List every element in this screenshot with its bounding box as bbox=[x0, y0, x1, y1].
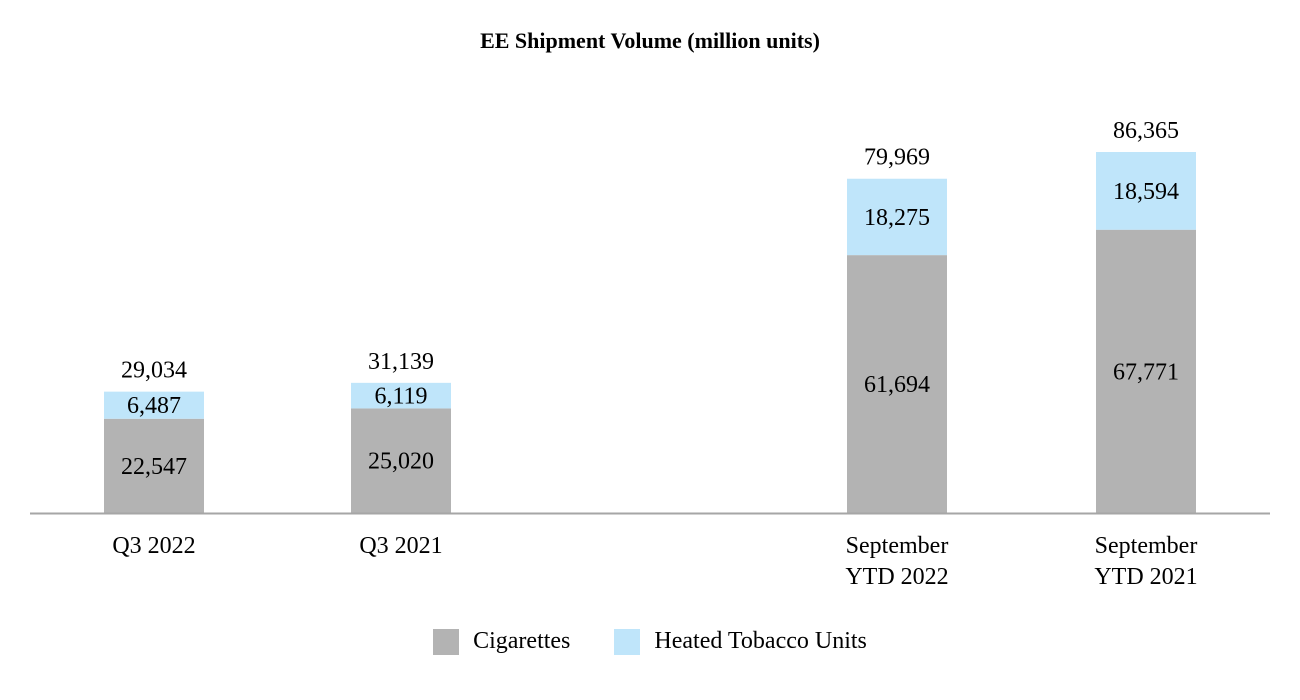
bar-cigarettes-q3-2021 bbox=[351, 408, 451, 513]
x-tick-label-september-ytd-2022-line-1: September bbox=[846, 533, 949, 559]
data-label-heated-tobacco-units-september-ytd-2021: 18,594 bbox=[1113, 179, 1179, 205]
legend-item-heated-tobacco-units: Heated Tobacco Units bbox=[614, 628, 867, 655]
total-label-september-ytd-2022: 79,969 bbox=[864, 145, 930, 171]
total-label-september-ytd-2021: 86,365 bbox=[1113, 118, 1179, 144]
total-label-q3-2021: 31,139 bbox=[368, 349, 434, 375]
chart-title: EE Shipment Volume (million units) bbox=[480, 28, 820, 53]
data-label-cigarettes-september-ytd-2021: 67,771 bbox=[1113, 359, 1179, 385]
bar-heated-tobacco-units-september-ytd-2021 bbox=[1096, 152, 1196, 230]
data-label-cigarettes-q3-2022: 22,547 bbox=[121, 454, 187, 480]
data-label-heated-tobacco-units-q3-2022: 6,487 bbox=[127, 393, 181, 419]
legend-label-heated-tobacco-units: Heated Tobacco Units bbox=[654, 628, 867, 654]
x-tick-label-september-ytd-2022-line-2: YTD 2022 bbox=[845, 564, 948, 590]
bar-cigarettes-september-ytd-2021 bbox=[1096, 229, 1196, 514]
data-label-heated-tobacco-units-september-ytd-2022: 18,275 bbox=[864, 205, 930, 231]
bar-heated-tobacco-units-q3-2021 bbox=[351, 382, 451, 409]
legend-item-cigarettes: Cigarettes bbox=[433, 628, 570, 655]
legend-swatch-cigarettes bbox=[433, 628, 460, 655]
data-label-heated-tobacco-units-q3-2021: 6,119 bbox=[374, 384, 427, 410]
data-label-cigarettes-september-ytd-2022: 61,694 bbox=[864, 372, 930, 398]
bar-cigarettes-september-ytd-2022 bbox=[847, 255, 947, 513]
bar-cigarettes-q3-2022 bbox=[104, 418, 204, 513]
x-tick-label-september-ytd-2021-line-1: September bbox=[1095, 533, 1198, 559]
x-tick-label-q3-2021: Q3 2021 bbox=[359, 533, 442, 559]
bar-heated-tobacco-units-q3-2022 bbox=[104, 391, 204, 419]
total-label-q3-2022: 29,034 bbox=[121, 358, 187, 384]
legend: Cigarettes Heated Tobacco Units bbox=[0, 628, 1300, 655]
x-tick-label-september-ytd-2021-line-2: YTD 2021 bbox=[1094, 564, 1197, 590]
bar-heated-tobacco-units-september-ytd-2022 bbox=[847, 178, 947, 256]
x-tick-label-q3-2022: Q3 2022 bbox=[112, 533, 195, 559]
legend-label-cigarettes: Cigarettes bbox=[473, 628, 571, 654]
data-label-cigarettes-q3-2021: 25,020 bbox=[368, 449, 434, 475]
legend-swatch-heated-tobacco-units bbox=[614, 628, 641, 655]
